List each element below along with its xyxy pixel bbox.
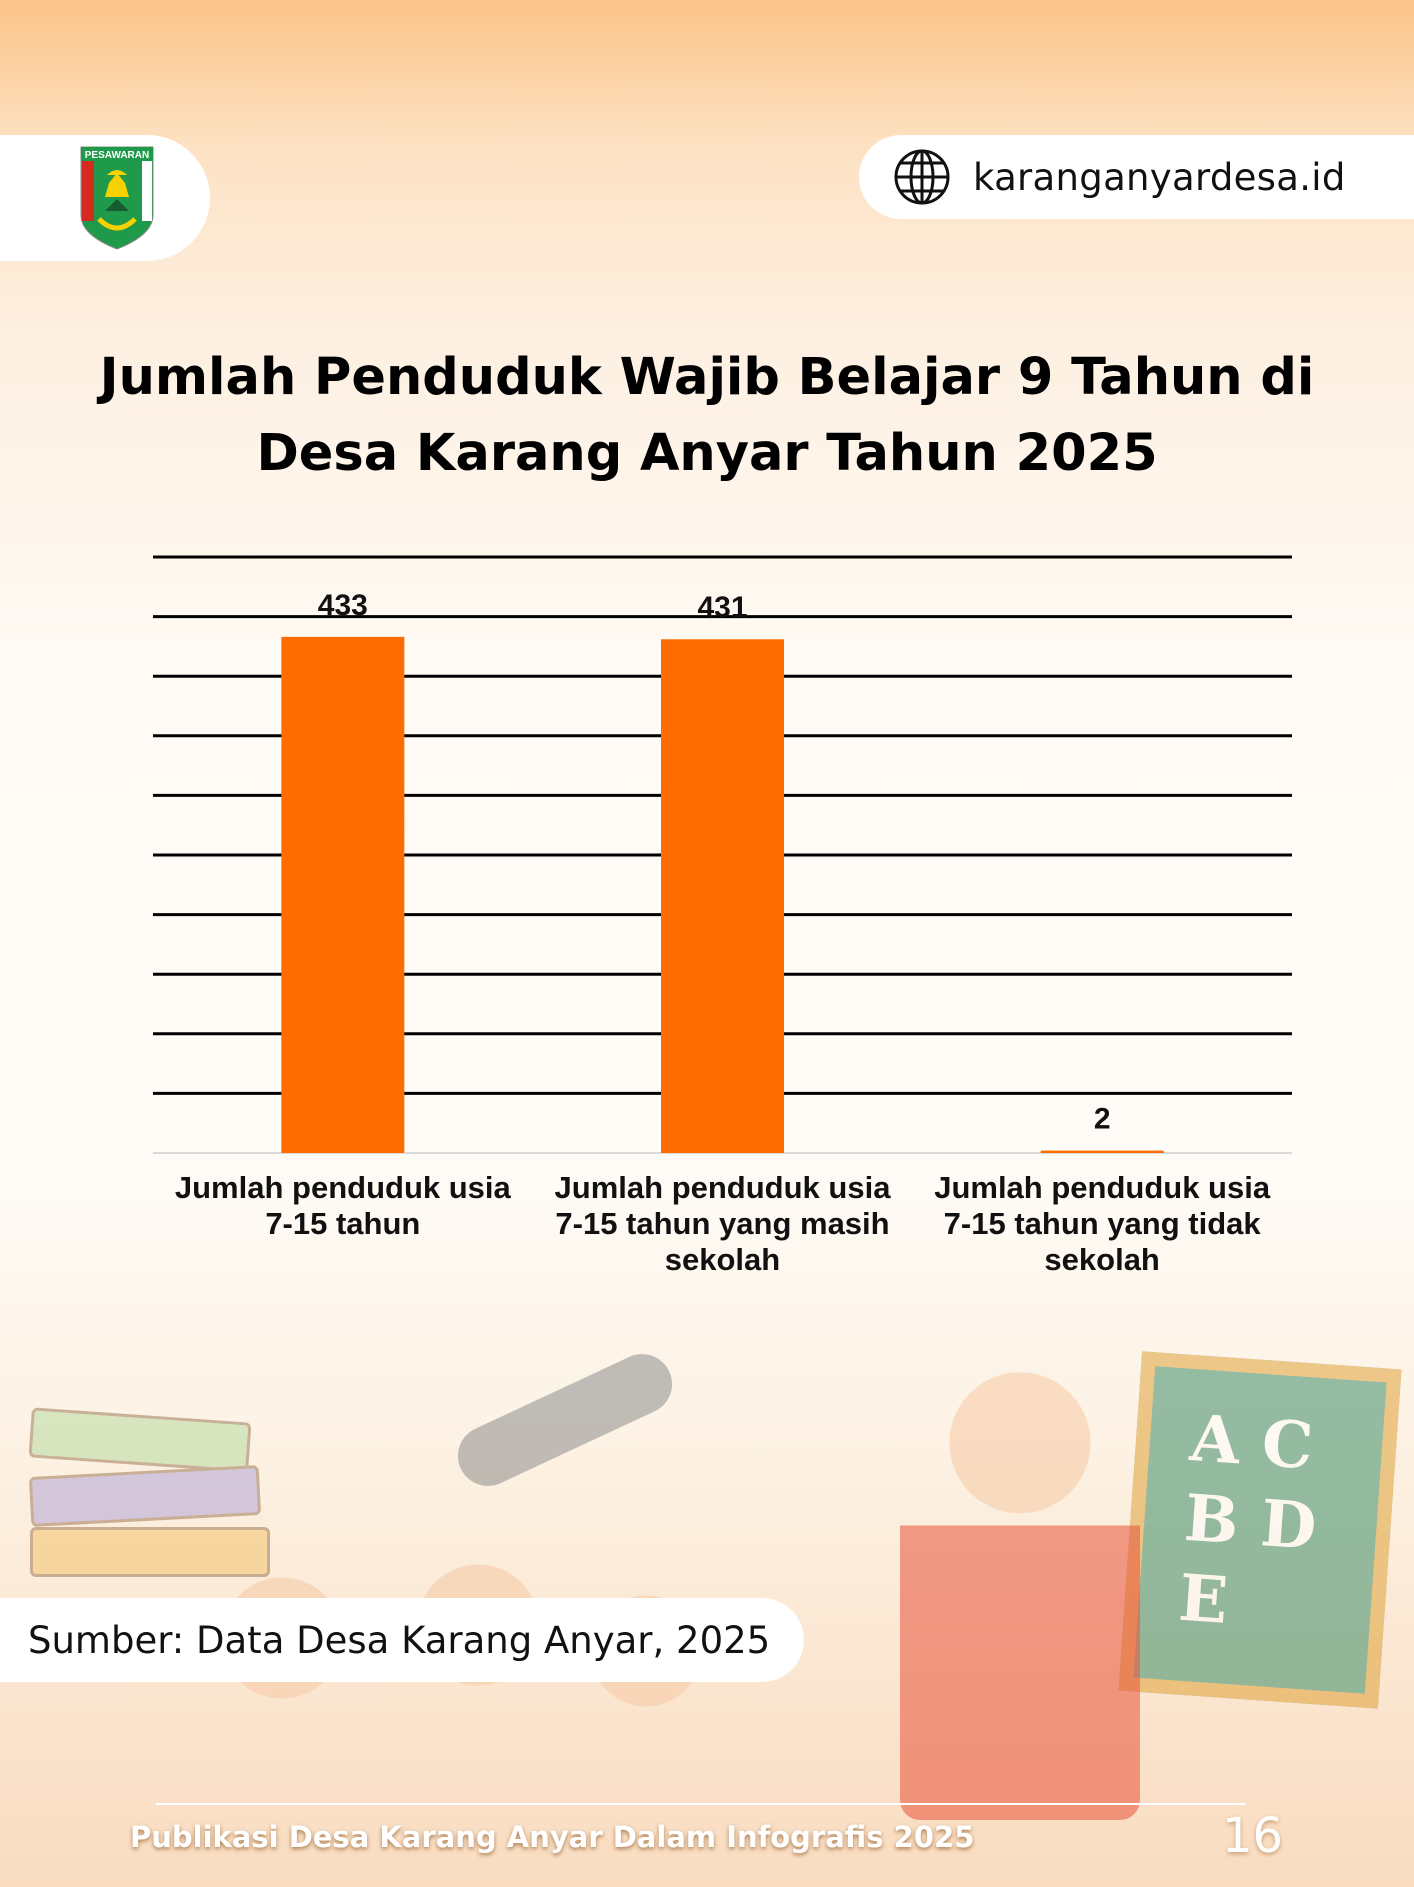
category-label-line: 7-15 tahun yang masih [555, 1206, 890, 1241]
bar-chart: 433 431 2 [153, 555, 1292, 1154]
source-note: Sumber: Data Desa Karang Anyar, 2025 [0, 1598, 804, 1682]
bar [281, 636, 405, 1153]
category-label-line: sekolah [664, 1242, 781, 1277]
category-label-line: Jumlah penduduk usia [174, 1170, 511, 1205]
footer-title: Publikasi Desa Karang Anyar Dalam Infogr… [130, 1820, 975, 1854]
globe-icon [894, 149, 950, 205]
category-label: Jumlah penduduk usia 7-15 tahun yang tida… [912, 1170, 1292, 1278]
pesawaran-logo: PESAWARAN [80, 146, 154, 250]
category-label-line: Jumlah penduduk usia [934, 1170, 1271, 1205]
category-label: Jumlah penduduk usia 7-15 tahun yang masi… [533, 1170, 913, 1278]
svg-text:PESAWARAN: PESAWARAN [85, 150, 149, 161]
source-text: Sumber: Data Desa Karang Anyar, 2025 [28, 1618, 771, 1662]
category-label: Jumlah penduduk usia 7-15 tahun [153, 1170, 533, 1242]
bar [1040, 1150, 1164, 1153]
book-stack-illustration [28, 1407, 270, 1577]
title-line: Desa Karang Anyar Tahun 2025 [256, 424, 1158, 483]
bar [661, 639, 784, 1153]
title-line: Jumlah Penduduk Wajib Belajar 9 Tahun di [99, 348, 1315, 407]
page-number: 16 [1222, 1808, 1284, 1864]
category-label-line: 7-15 tahun yang tidak [943, 1206, 1261, 1241]
data-label: 433 [318, 589, 368, 622]
data-label: 431 [697, 591, 747, 624]
footer-divider [156, 1803, 1246, 1805]
category-label-line: Jumlah penduduk usia [554, 1170, 891, 1205]
website-badge[interactable]: karanganyardesa.id [859, 135, 1414, 219]
category-label-line: sekolah [1044, 1242, 1160, 1277]
data-label: 2 [1094, 1103, 1111, 1136]
category-label-line: 7-15 tahun [265, 1206, 421, 1241]
website-url[interactable]: karanganyardesa.id [973, 155, 1346, 199]
page-title: Jumlah Penduduk Wajib Belajar 9 Tahun di… [0, 340, 1414, 492]
telescope-illustration [448, 1344, 682, 1496]
teacher-illustration [900, 1360, 1140, 1820]
logo-container: PESAWARAN [0, 135, 210, 261]
